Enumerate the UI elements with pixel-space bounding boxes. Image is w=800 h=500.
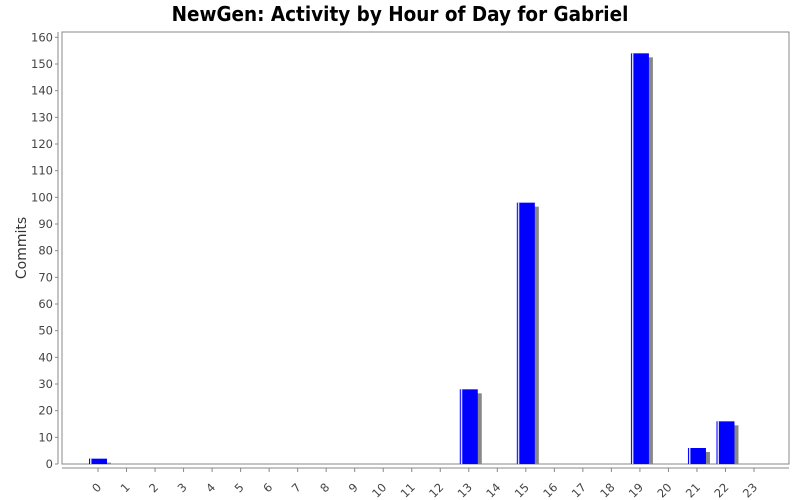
x-tick-label: 8 <box>317 480 332 495</box>
x-tick-label: 5 <box>232 480 247 495</box>
y-axis: 0 10 20 30 40 50 60 70 80 90 100 110 120 130 140 150 160 <box>31 30 59 471</box>
bar <box>459 389 478 464</box>
x-tick-label: 4 <box>203 480 218 495</box>
y-tick-label: 80 <box>38 244 53 258</box>
bars <box>89 53 739 464</box>
y-tick-label: 20 <box>38 404 53 418</box>
bar <box>516 202 535 464</box>
y-tick-label: 70 <box>38 270 53 284</box>
y-tick-label: 120 <box>31 137 53 151</box>
x-tick-label: 0 <box>89 480 104 495</box>
x-tick-label: 3 <box>175 480 190 495</box>
y-tick-label: 90 <box>38 217 53 231</box>
x-tick-label: 16 <box>540 480 560 500</box>
x-tick-label: 9 <box>346 480 361 495</box>
y-tick-label: 150 <box>31 57 53 71</box>
y-tick-label: 0 <box>46 457 53 471</box>
bar <box>630 53 649 464</box>
y-tick-label: 40 <box>38 350 53 364</box>
x-tick-label: 13 <box>455 480 475 500</box>
y-tick-label: 140 <box>31 84 53 98</box>
x-tick-label: 20 <box>654 480 674 500</box>
y-tick-label: 60 <box>38 297 53 311</box>
x-tick-label: 17 <box>569 480 589 500</box>
x-tick-label: 19 <box>626 480 646 500</box>
y-tick-label: 110 <box>31 164 53 178</box>
bar <box>89 458 107 464</box>
y-tick-label: 30 <box>38 377 53 391</box>
x-tick-label: 6 <box>260 480 275 495</box>
x-tick-label: 10 <box>369 480 389 500</box>
bar <box>716 421 735 464</box>
x-tick-label: 14 <box>483 480 503 500</box>
bar-highlight <box>460 389 463 464</box>
x-tick-label: 1 <box>118 480 133 495</box>
x-tick-label: 23 <box>740 480 760 500</box>
x-tick-label: 15 <box>512 480 532 500</box>
y-tick-label: 10 <box>38 430 53 444</box>
bar <box>687 448 706 464</box>
chart-title: NewGen: Activity by Hour of Day for Gabr… <box>171 2 629 26</box>
bar-highlight <box>90 458 92 464</box>
y-axis-label: Commits <box>14 217 30 279</box>
x-tick-label: 12 <box>426 480 446 500</box>
x-tick-label: 18 <box>597 480 617 500</box>
x-tick-label: 2 <box>146 480 161 495</box>
plot-area <box>61 31 790 465</box>
bar-highlight <box>517 202 520 464</box>
y-tick-label: 100 <box>31 190 53 204</box>
x-tick-label: 7 <box>289 480 304 495</box>
y-tick-label: 130 <box>31 110 53 124</box>
bar-highlight <box>717 421 719 464</box>
x-tick-label: 11 <box>398 480 418 500</box>
y-tick-label: 50 <box>38 324 53 338</box>
x-tick-label: 21 <box>683 480 703 500</box>
y-tick-label: 160 <box>31 30 53 44</box>
x-axis: 0 1 2 3 4 5 6 7 8 9 10 11 12 13 14 15 16 17 18 19 20 21 22 23 <box>62 467 789 500</box>
bar-highlight <box>688 448 691 464</box>
x-tick-label: 22 <box>711 480 731 500</box>
bar-highlight <box>631 53 634 464</box>
